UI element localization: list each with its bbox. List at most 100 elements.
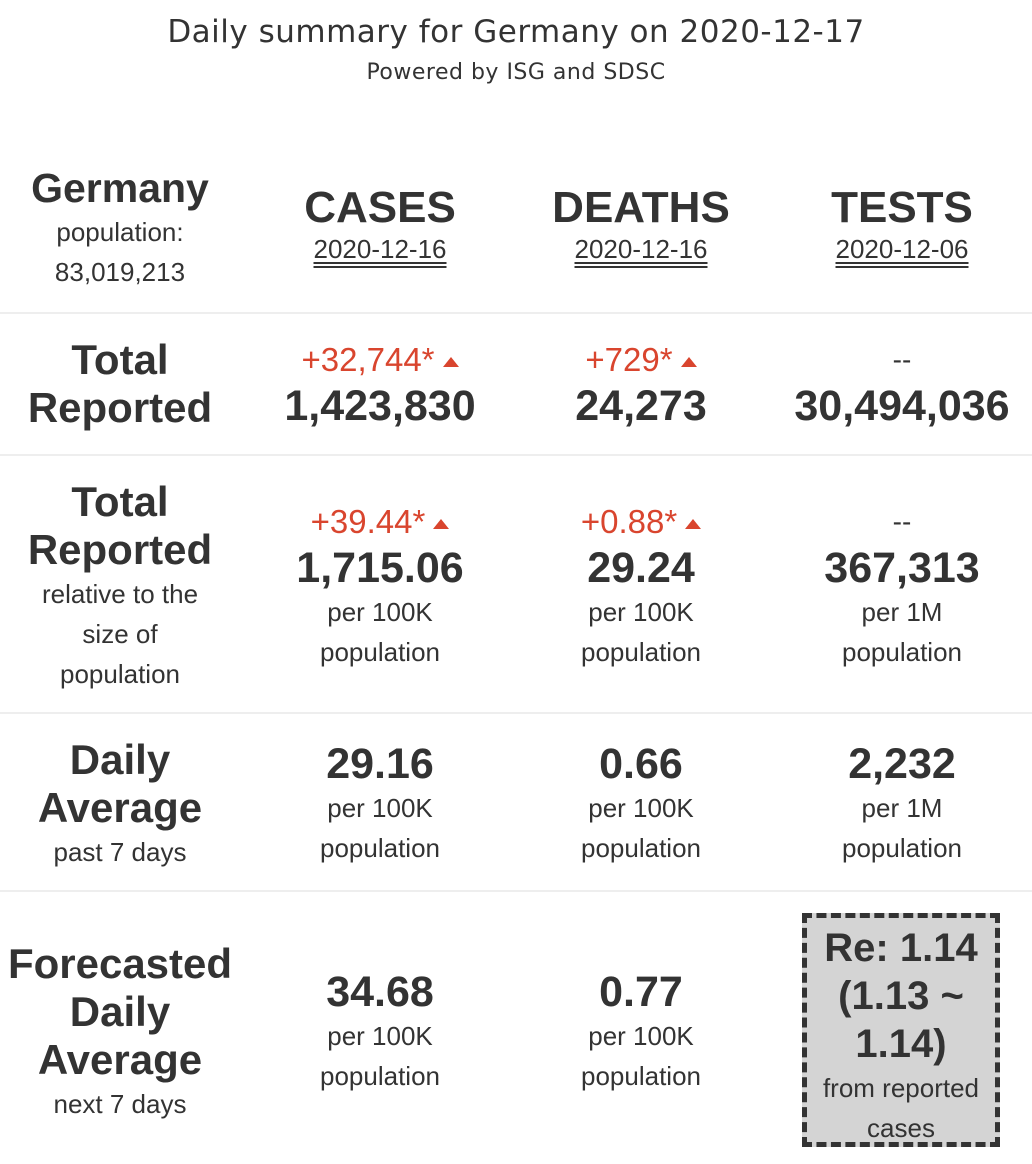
row-sublabel-line: population: [60, 659, 180, 689]
unit-line: population: [320, 1061, 440, 1091]
tests-date-link[interactable]: 2020-12-06: [835, 234, 969, 264]
deaths-relative-change-value: +0.88*: [580, 503, 678, 540]
triangle-up-icon: [442, 357, 459, 367]
row-label-line: Average: [37, 784, 203, 831]
unit-line: population: [842, 637, 962, 667]
page-title: Daily summary for Germany on 2020-12-17: [167, 14, 865, 50]
cases-total-cell: +32,744* 1,423,830: [250, 338, 510, 430]
unit-line: population: [842, 833, 962, 863]
unit-line: population: [581, 833, 701, 863]
cases-relative-change-value: +39.44*: [310, 503, 426, 540]
unit-line: population: [320, 637, 440, 667]
cases-header-label: CASES: [304, 183, 456, 232]
deaths-change: +729*: [511, 338, 771, 382]
tests-daily-cell: 2,232 per 1M population: [772, 740, 1032, 868]
deaths-daily-cell: 0.66 per 100K population: [511, 740, 771, 868]
cases-daily-cell: 29.16 per 100K population: [250, 740, 510, 868]
deaths-header-label: DEATHS: [552, 183, 730, 232]
deaths-column-header: DEATHS 2020-12-16: [511, 184, 771, 266]
tests-total-cell: -- 30,494,036: [772, 338, 1032, 430]
population-value: 83,019,213: [54, 257, 186, 287]
tests-header-label: TESTS: [831, 183, 973, 232]
triangle-up-icon: [680, 357, 697, 367]
country-info: Germany population: 83,019,213: [0, 164, 240, 292]
population-label: population:: [56, 217, 184, 247]
country-name: Germany: [31, 165, 209, 211]
re-range-line: (1.13 ~: [838, 974, 964, 1018]
deaths-total-value: 24,273: [575, 382, 707, 430]
cases-date-link[interactable]: 2020-12-16: [313, 234, 447, 264]
cases-change: +32,744*: [250, 338, 510, 382]
daily-average-row: Daily Average past 7 days 29.16 per 100K…: [0, 714, 1032, 890]
unit-line: population: [581, 637, 701, 667]
total-relative-label: Total Reported relative to the size of p…: [0, 478, 240, 694]
triangle-up-icon: [685, 519, 702, 529]
total-reported-label: Total Reported: [0, 336, 240, 432]
row-label-line: Reported: [27, 384, 213, 431]
tests-relative-value: 367,313: [824, 544, 980, 592]
unit-line: per 100K: [588, 597, 694, 627]
cases-relative-change: +39.44*: [250, 500, 510, 544]
row-divider: [0, 890, 1032, 892]
cases-relative-cell: +39.44* 1,715.06 per 100K population: [250, 500, 510, 672]
total-relative-row: Total Reported relative to the size of p…: [0, 456, 1032, 712]
row-sublabel-line: size of: [82, 619, 158, 649]
row-sublabel-line: next 7 days: [53, 1089, 187, 1119]
unit-line: population: [320, 833, 440, 863]
row-label-line: Average: [37, 1036, 203, 1083]
row-label-line: Forecasted: [7, 940, 233, 987]
row-label-line: Daily: [69, 988, 171, 1035]
tests-relative-change-value: --: [892, 506, 912, 537]
deaths-change-value: +729*: [585, 341, 673, 378]
re-estimate-box: Re: 1.14 (1.13 ~ 1.14) from reported cas…: [802, 913, 1000, 1147]
re-source-line: from reported: [822, 1073, 980, 1103]
triangle-up-icon: [433, 519, 450, 529]
row-label-line: Total: [71, 478, 169, 525]
tests-relative-cell: -- 367,313 per 1M population: [772, 500, 1032, 672]
re-range-line: 1.14): [855, 1022, 947, 1066]
unit-line: per 100K: [588, 1021, 694, 1051]
row-divider: [0, 712, 1032, 714]
tests-daily-value: 2,232: [848, 740, 956, 788]
deaths-forecast-value: 0.77: [599, 968, 683, 1016]
forecast-label: Forecasted Daily Average next 7 days: [0, 940, 240, 1124]
cases-change-value: +32,744*: [301, 341, 435, 378]
row-sublabel-line: relative to the: [41, 579, 199, 609]
forecast-row: Forecasted Daily Average next 7 days 34.…: [0, 892, 1032, 1164]
tests-column-header: TESTS 2020-12-06: [772, 184, 1032, 266]
deaths-relative-cell: +0.88* 29.24 per 100K population: [511, 500, 771, 672]
re-value-line: Re: 1.14: [824, 926, 978, 970]
deaths-relative-change: +0.88*: [511, 500, 771, 544]
re-source-line: cases: [867, 1113, 935, 1143]
row-label-line: Total: [71, 336, 169, 383]
tests-change-value: --: [892, 344, 912, 375]
cases-forecast-value: 34.68: [326, 968, 434, 1016]
unit-line: per 1M: [861, 597, 943, 627]
deaths-relative-value: 29.24: [587, 544, 695, 592]
row-divider: [0, 312, 1032, 314]
row-label-line: Daily: [69, 736, 171, 783]
unit-line: per 100K: [327, 597, 433, 627]
row-label-line: Reported: [27, 526, 213, 573]
cases-forecast-cell: 34.68 per 100K population: [250, 968, 510, 1096]
deaths-forecast-cell: 0.77 per 100K population: [511, 968, 771, 1096]
tests-total-value: 30,494,036: [794, 382, 1010, 430]
unit-line: per 1M: [861, 793, 943, 823]
cases-daily-value: 29.16: [326, 740, 434, 788]
cases-total-value: 1,423,830: [284, 382, 476, 430]
deaths-date-link[interactable]: 2020-12-16: [574, 234, 708, 264]
unit-line: per 100K: [327, 793, 433, 823]
row-sublabel-line: past 7 days: [53, 837, 187, 867]
unit-line: population: [581, 1061, 701, 1091]
page-subtitle: Powered by ISG and SDSC: [366, 60, 666, 85]
column-header-row: Germany population: 83,019,213 CASES 202…: [0, 160, 1032, 312]
total-reported-row: Total Reported +32,744* 1,423,830 +729* …: [0, 314, 1032, 454]
daily-average-label: Daily Average past 7 days: [0, 736, 240, 872]
unit-line: per 100K: [327, 1021, 433, 1051]
unit-line: per 100K: [588, 793, 694, 823]
row-divider: [0, 454, 1032, 456]
deaths-daily-value: 0.66: [599, 740, 683, 788]
cases-column-header: CASES 2020-12-16: [250, 184, 510, 266]
deaths-total-cell: +729* 24,273: [511, 338, 771, 430]
cases-relative-value: 1,715.06: [296, 544, 464, 592]
